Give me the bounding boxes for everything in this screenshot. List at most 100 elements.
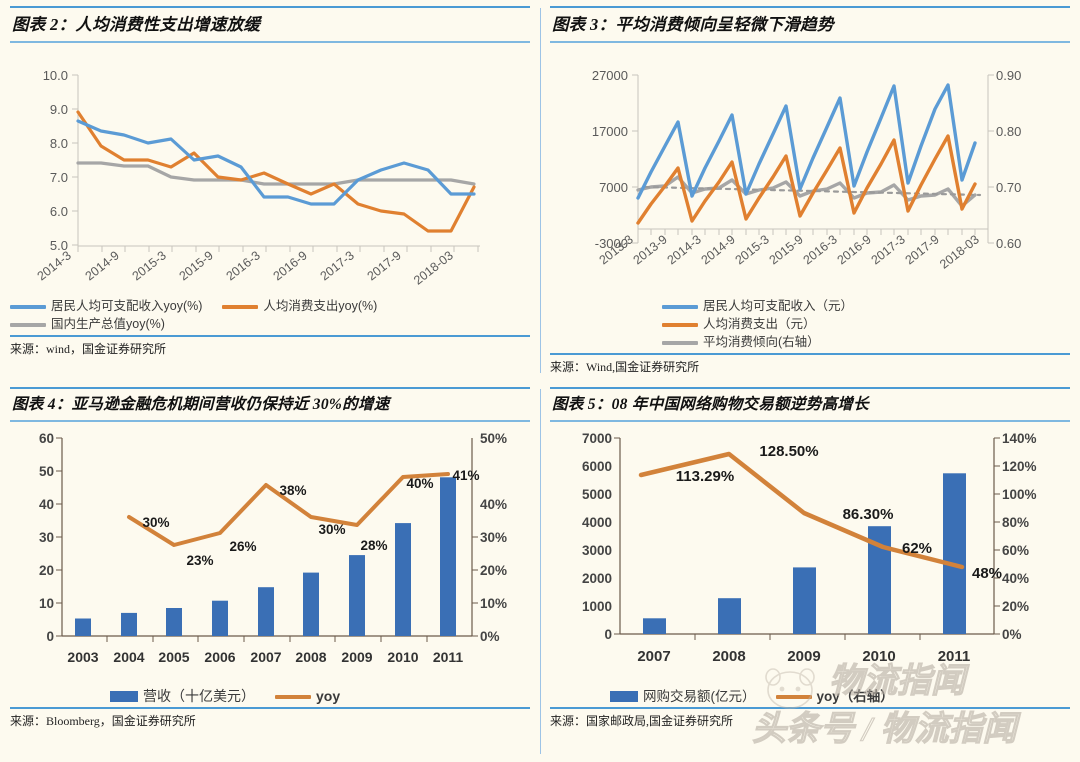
chart5-y-axis-left: 7000 6000 5000 4000 3000 2000 1000 0 — [582, 431, 621, 642]
chart4-ytick-30: 30 — [39, 530, 54, 545]
chart4-legend-label-0: 营收（十亿美元） — [143, 688, 255, 704]
chart5-data-labels: 113.29% 128.50% 86.30% 62% 48% — [676, 443, 1002, 582]
chart5-label-2007: 113.29% — [676, 468, 734, 485]
chart5-cat-4: 2011 — [938, 648, 971, 665]
panel-chart4: 图表 4：亚马逊金融危机期间营收仍保持近 30%的增速 60 50 40 30 … — [0, 381, 540, 762]
chart5-legend-label-0: 网购交易额(亿元） — [643, 689, 756, 704]
chart5-ytick-3000: 3000 — [582, 543, 612, 558]
chart3-xtick-8: 2017-3 — [869, 232, 908, 267]
chart5-plot: 7000 6000 5000 4000 3000 2000 1000 0 140… — [550, 422, 1070, 692]
chart2-legend-row-2: 国内生产总值yoy(%) — [10, 316, 530, 333]
chart3-ytick-neg3000: -3000 — [595, 236, 628, 251]
chart2-source: 来源：wind，国金证券研究所 — [10, 342, 167, 356]
chart3-title: 图表 3：平均消费倾向呈轻微下滑趋势 — [552, 15, 834, 34]
chart5-legend-label-1: yoy（右轴） — [816, 689, 894, 704]
legend-line-icon — [10, 322, 46, 327]
chart3-legend: 居民人均可支配收入（元） 人均消费支出（元） 平均消费倾向(右轴） — [550, 298, 1070, 351]
chart2-xtick-3: 2015-9 — [177, 248, 216, 283]
chart3-xtick-9: 2017-9 — [903, 232, 942, 267]
chart2-x-tick-labels: 2014-3 2014-9 2015-3 2015-9 2016-3 2016-… — [35, 248, 456, 287]
chart5-title: 图表 5：08 年中国网络购物交易额逆势高增长 — [552, 396, 869, 413]
chart4-plot: 60 50 40 30 20 10 0 — [10, 422, 530, 692]
chart5-source-rule — [550, 707, 1070, 709]
chart2-xtick-8: 2018-03 — [411, 248, 456, 287]
chart4-cat-7: 2010 — [387, 649, 418, 665]
table-row — [868, 526, 891, 634]
chart2-legend-row-1: 居民人均可支配收入yoy(%) 人均消费支出yoy(%) — [10, 298, 530, 315]
chart2-legend-label-1: 人均消费支出yoy(%) — [263, 299, 378, 313]
chart5-cat-0: 2007 — [637, 648, 670, 665]
chart4-category-labels: 2003 2004 2005 2006 2007 2008 2009 2010 … — [67, 649, 463, 665]
chart4-y2tick-50: 50% — [480, 431, 507, 446]
chart3-title-underline — [550, 41, 1070, 43]
chart4-cat-4: 2007 — [250, 649, 281, 665]
chart3-xtick-6: 2016-3 — [801, 232, 840, 267]
chart2-ytick-6: 6.0 — [50, 204, 68, 219]
chart5-ytick-2000: 2000 — [582, 571, 612, 586]
chart5-y2tick-40: 40% — [1002, 571, 1029, 586]
chart5-ytick-6000: 6000 — [582, 459, 612, 474]
chart4-title: 图表 4：亚马逊金融危机期间营收仍保持近 30%的增速 — [12, 396, 390, 413]
chart4-ytick-50: 50 — [39, 464, 54, 479]
chart4-cat-2: 2005 — [158, 649, 189, 665]
chart4-x-axis — [62, 635, 472, 642]
chart2-legend-label-0: 居民人均可支配收入yoy(%) — [51, 299, 203, 313]
chart3-series-expenditure — [636, 134, 977, 225]
chart2-source-rule — [10, 335, 530, 337]
chart4-cat-0: 2003 — [67, 649, 98, 665]
chart4-ytick-20: 20 — [39, 563, 54, 578]
chart3-series-income — [636, 83, 977, 200]
chart3-legend-label-0: 居民人均可支配收入（元） — [703, 299, 854, 313]
chart2-xtick-2: 2015-3 — [130, 248, 169, 283]
chart5-ytick-5000: 5000 — [582, 487, 612, 502]
chart2-legend: 居民人均可支配收入yoy(%) 人均消费支出yoy(%) 国内生产总值yoy(%… — [10, 298, 530, 333]
legend-line-icon — [662, 304, 698, 309]
chart2-legend-item-income: 居民人均可支配收入yoy(%) — [10, 298, 202, 315]
chart5-y2tick-60: 60% — [1002, 543, 1029, 558]
table-row — [395, 523, 411, 636]
chart2-ytick-10: 10.0 — [43, 68, 68, 83]
chart2-series-income — [76, 119, 476, 206]
chart2-title-underline — [10, 41, 530, 43]
table-row — [166, 608, 182, 636]
table-row — [121, 612, 137, 636]
chart3-xtick-2: 2014-3 — [665, 232, 704, 267]
chart4-ytick-60: 60 — [39, 431, 54, 446]
chart5-cat-1: 2008 — [712, 648, 745, 665]
chart5-cat-3: 2010 — [862, 648, 895, 665]
table-row — [718, 598, 741, 634]
chart3-ytick-17000: 17000 — [592, 124, 628, 139]
chart5-ytick-7000: 7000 — [582, 431, 612, 446]
table-row — [75, 618, 91, 636]
table-row — [943, 473, 966, 634]
chart4-cat-8: 2011 — [433, 649, 464, 665]
legend-line-icon — [275, 694, 311, 699]
panel-top-rule — [10, 387, 530, 389]
chart3-y-axis-right: 0.90 0.80 0.70 0.60 — [987, 68, 1021, 251]
table-row — [258, 587, 274, 636]
chart4-legend: 营收（十亿美元） yoy — [10, 688, 530, 705]
chart2-legend-label-2: 国内生产总值yoy(%) — [51, 317, 165, 331]
chart5-category-labels: 2007 2008 2009 2010 2011 — [637, 648, 970, 665]
chart5-ytick-4000: 4000 — [582, 515, 612, 530]
panel-top-rule — [550, 6, 1070, 8]
chart2-ytick-7: 7.0 — [50, 170, 68, 185]
chart3-y2tick-090: 0.90 — [996, 68, 1021, 83]
chart3-legend-label-1: 人均消费支出（元） — [703, 317, 816, 331]
chart3-svg: 27000 17000 7000 -3000 0.90 0.80 0.70 0.… — [592, 68, 1021, 272]
chart2-xtick-0: 2014-3 — [35, 248, 74, 283]
table-row — [212, 600, 228, 636]
table-row — [440, 477, 456, 636]
chart3-legend-item-apc: 平均消费倾向(右轴） — [662, 334, 820, 351]
chart3-y-axis-left: 27000 17000 7000 -3000 — [592, 68, 639, 251]
chart4-ytick-40: 40 — [39, 497, 54, 512]
chart5-y2tick-0: 0% — [1002, 627, 1022, 642]
chart2-x-axis — [77, 245, 480, 252]
chart4-label-2009: 28% — [360, 538, 387, 553]
chart5-title-underline — [550, 420, 1070, 422]
chart4-y-axis-right: 50% 40% 30% 20% 10% 0% — [471, 431, 507, 644]
chart4-label-2006: 26% — [229, 539, 256, 554]
chart5-y2tick-140: 140% — [1002, 431, 1037, 446]
chart4-y2tick-0: 0% — [480, 629, 500, 644]
panel-chart3: 图表 3：平均消费倾向呈轻微下滑趋势 27000 17000 7000 -300… — [540, 0, 1080, 381]
